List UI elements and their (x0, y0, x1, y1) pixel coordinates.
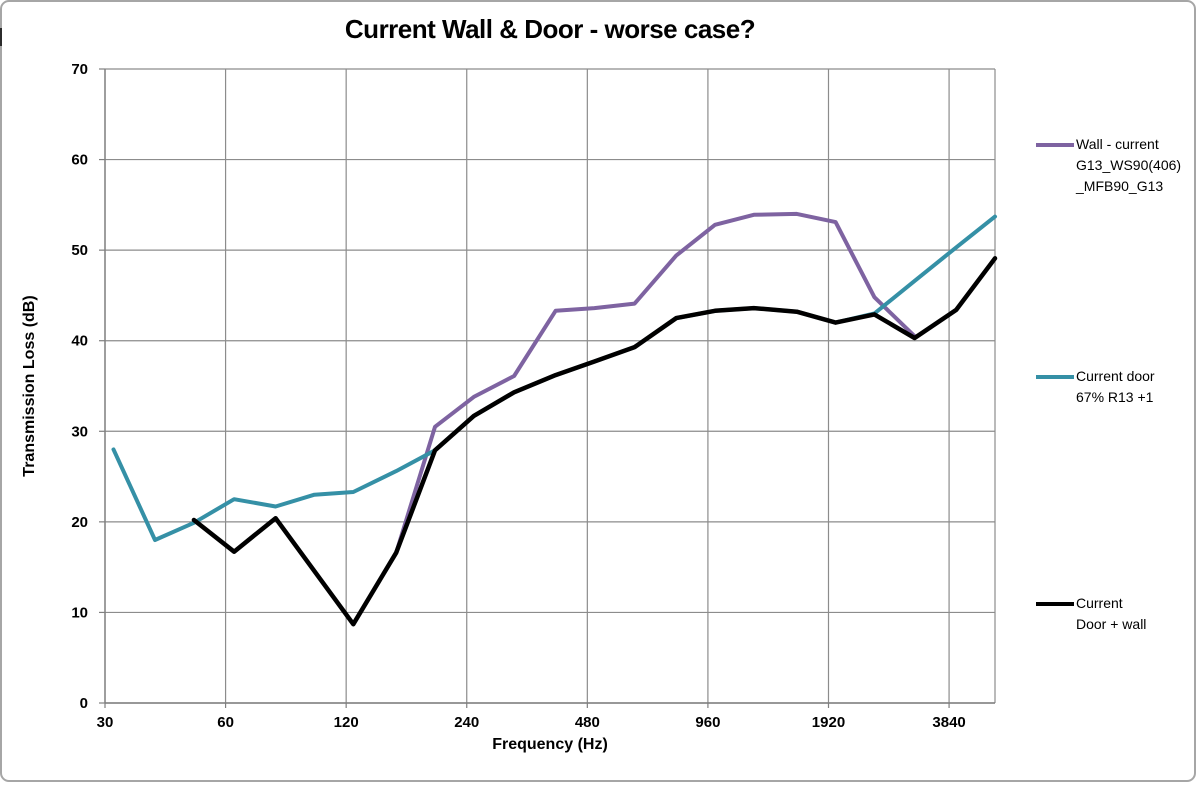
y-tick-label-50: 50 (71, 242, 88, 259)
legend-label-1: Current door 67% R13 +1 (1074, 366, 1155, 408)
chart-title: Current Wall & Door - worse case? (344, 14, 756, 44)
legend-swatch-wall (1036, 143, 1074, 147)
legend-label-line: Wall - current (1076, 136, 1159, 152)
series-line-1 (111, 214, 997, 542)
legend-label-line: _MFB90_G13 (1076, 178, 1164, 194)
legend-swatch-door (1036, 375, 1074, 379)
legend-label-line: G13_WS90(406) (1076, 157, 1182, 173)
left-edge-mark (0, 28, 2, 46)
legend: Wall - current G13_WS90(406) _MFB90_G13 Cur… (1036, 0, 1196, 786)
x-tick-label-480: 480 (575, 714, 600, 731)
x-tick-label-3840: 3840 (932, 714, 965, 731)
x-tick-label-120: 120 (334, 714, 359, 731)
y-tick-label-0: 0 (80, 695, 88, 712)
x-tick-label-240: 240 (454, 714, 479, 731)
series-line-0 (394, 211, 917, 555)
x-axis-title: Frequency (Hz) (492, 736, 608, 753)
legend-label-line: Door + wall (1076, 616, 1147, 632)
x-tick-label-960: 960 (695, 714, 720, 731)
x-tick-label-30: 30 (97, 714, 114, 731)
y-tick-label-10: 10 (71, 604, 88, 621)
legend-item-1: Current door 67% R13 +1 (1036, 366, 1155, 408)
legend-label-2: Current Door + wall (1074, 593, 1146, 635)
y-tick-label-70: 70 (71, 61, 88, 78)
legend-item-2: Current Door + wall (1036, 593, 1146, 635)
x-tick-label-1920: 1920 (812, 714, 845, 731)
legend-swatch-combined (1036, 602, 1074, 606)
y-tick-label-40: 40 (71, 333, 88, 350)
y-tick-label-20: 20 (71, 514, 88, 531)
y-tick-label-60: 60 (71, 152, 88, 169)
legend-label-line: Current (1076, 595, 1123, 611)
legend-label-line: 67% R13 +1 (1076, 389, 1154, 405)
x-tick-label-60: 60 (217, 714, 234, 731)
y-tick-label-30: 30 (71, 423, 88, 440)
series-line-2 (191, 256, 998, 627)
legend-item-0: Wall - current G13_WS90(406) _MFB90_G13 (1036, 134, 1181, 197)
legend-label-0: Wall - current G13_WS90(406) _MFB90_G13 (1074, 134, 1181, 197)
legend-label-line: Current door (1076, 368, 1155, 384)
